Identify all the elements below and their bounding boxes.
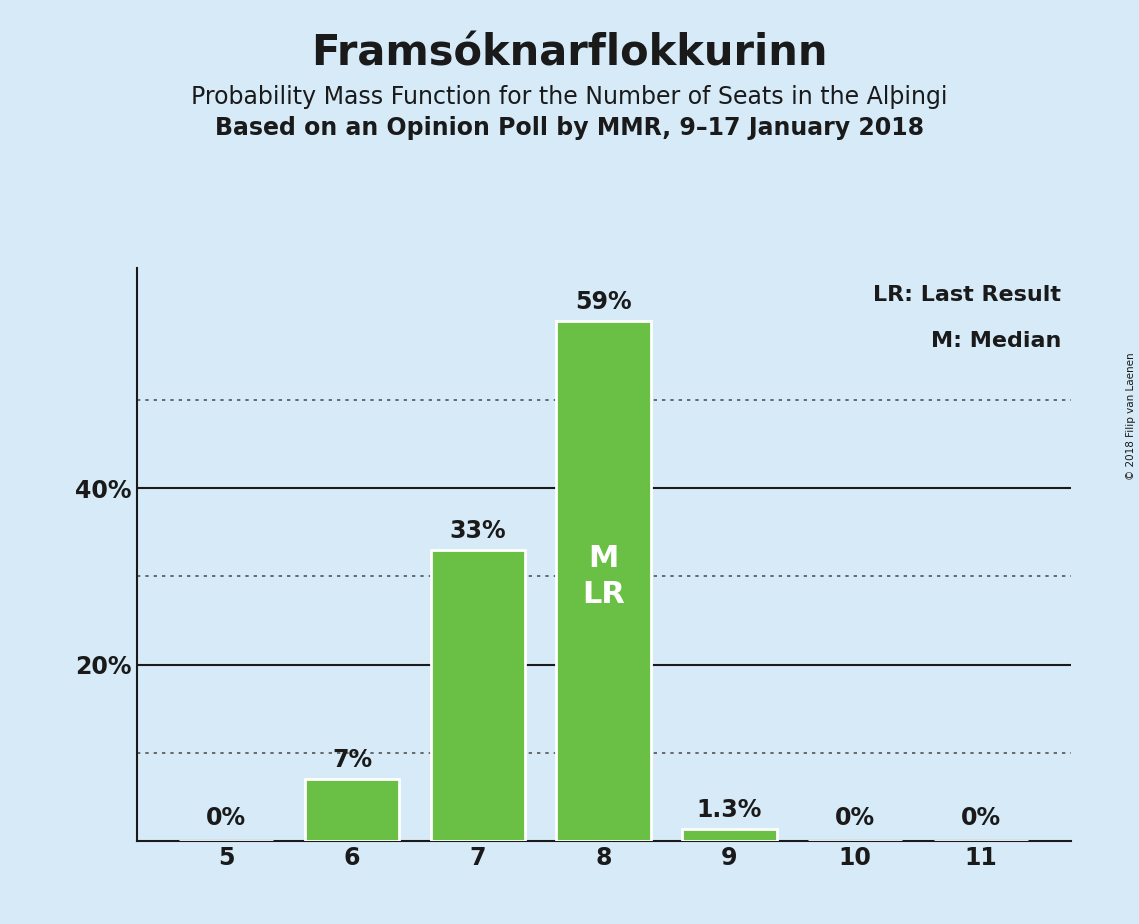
Text: Probability Mass Function for the Number of Seats in the Alþingi: Probability Mass Function for the Number… [191,85,948,109]
Text: © 2018 Filip van Laenen: © 2018 Filip van Laenen [1126,352,1136,480]
Text: 33%: 33% [450,519,506,543]
Text: 0%: 0% [835,807,875,831]
Text: Based on an Opinion Poll by MMR, 9–17 January 2018: Based on an Opinion Poll by MMR, 9–17 Ja… [215,116,924,140]
Bar [682,830,777,841]
Text: 0%: 0% [206,807,246,831]
Text: M
LR: M LR [582,544,625,609]
Text: 0%: 0% [961,807,1001,831]
Text: 1.3%: 1.3% [697,798,762,822]
Text: LR: Last Result: LR: Last Result [874,286,1062,305]
Bar [431,550,525,841]
Text: M: Median: M: Median [931,331,1062,351]
Bar [557,321,650,841]
Text: Framsóknarflokkurinn: Framsóknarflokkurinn [311,32,828,74]
Text: 7%: 7% [333,748,372,772]
Text: 59%: 59% [575,290,632,314]
Bar [305,779,400,841]
